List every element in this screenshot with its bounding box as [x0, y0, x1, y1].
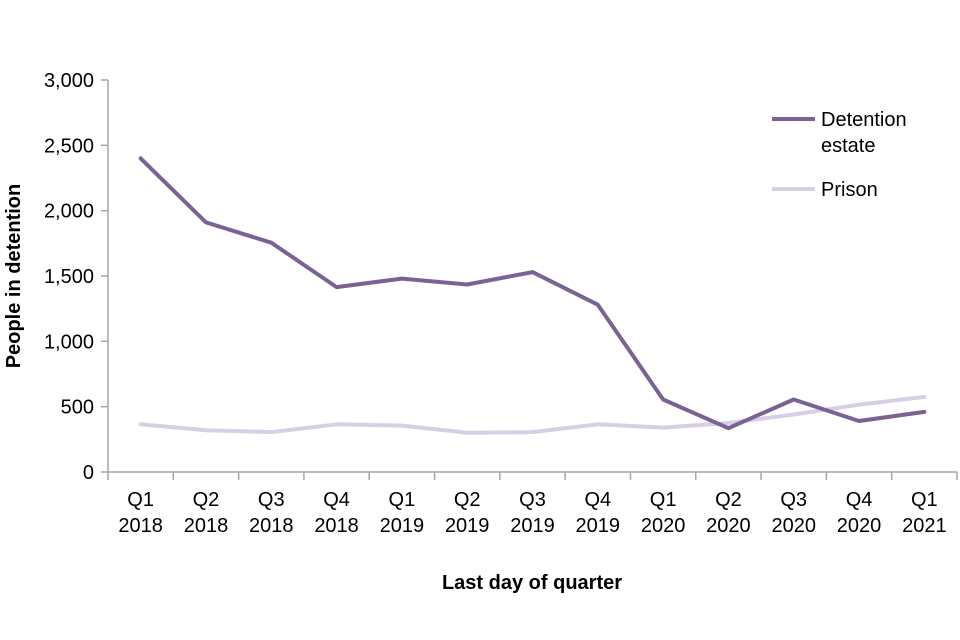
- y-tick-label: 2,500: [44, 135, 94, 157]
- x-tick-label: Q1 2020: [641, 489, 686, 537]
- x-tick-label: Q3 2018: [249, 489, 294, 537]
- x-tick-label: Q3 2020: [771, 489, 816, 537]
- y-tick-label: 0: [83, 462, 94, 484]
- x-tick-label: Q1 2018: [118, 489, 163, 537]
- y-tick-label: 1,500: [44, 266, 94, 288]
- x-tick-label: Q1 2019: [380, 489, 425, 537]
- x-tick-label: Q2 2020: [706, 489, 751, 537]
- legend: Detention estate Prison: [772, 109, 907, 201]
- series-group: [138, 156, 927, 435]
- y-axis-title: People in detention: [3, 184, 25, 368]
- x-tick-label: Q4 2020: [837, 489, 882, 537]
- x-tick-label: Q2 2018: [184, 489, 229, 537]
- y-tick-label: 500: [61, 397, 94, 419]
- y-tick-label: 3,000: [44, 70, 94, 92]
- series-line-prison: [138, 394, 927, 435]
- x-tick-label: Q3 2019: [510, 489, 555, 537]
- y-axis: 0 500 1,000 1,500 2,000 2,500 3,000: [44, 70, 109, 484]
- x-axis: Q1 2018 Q2 2018 Q3 2018 Q4 2018 Q1 2019 Q2 2019 Q3 20…: [107, 471, 958, 537]
- x-tick-label: Q1 2021: [902, 489, 947, 537]
- series-line-detention-estate: [138, 156, 927, 431]
- y-tick-label: 1,000: [44, 331, 94, 353]
- legend-label-detention-estate: Detention estate: [821, 109, 907, 157]
- x-tick-label: Q2 2019: [445, 489, 490, 537]
- legend-label-prison: Prison: [821, 179, 878, 201]
- y-tick-label: 2,000: [44, 201, 94, 223]
- x-axis-title: Last day of quarter: [442, 572, 622, 594]
- x-tick-label: Q4 2019: [576, 489, 621, 537]
- x-tick-label: Q4 2018: [314, 489, 359, 537]
